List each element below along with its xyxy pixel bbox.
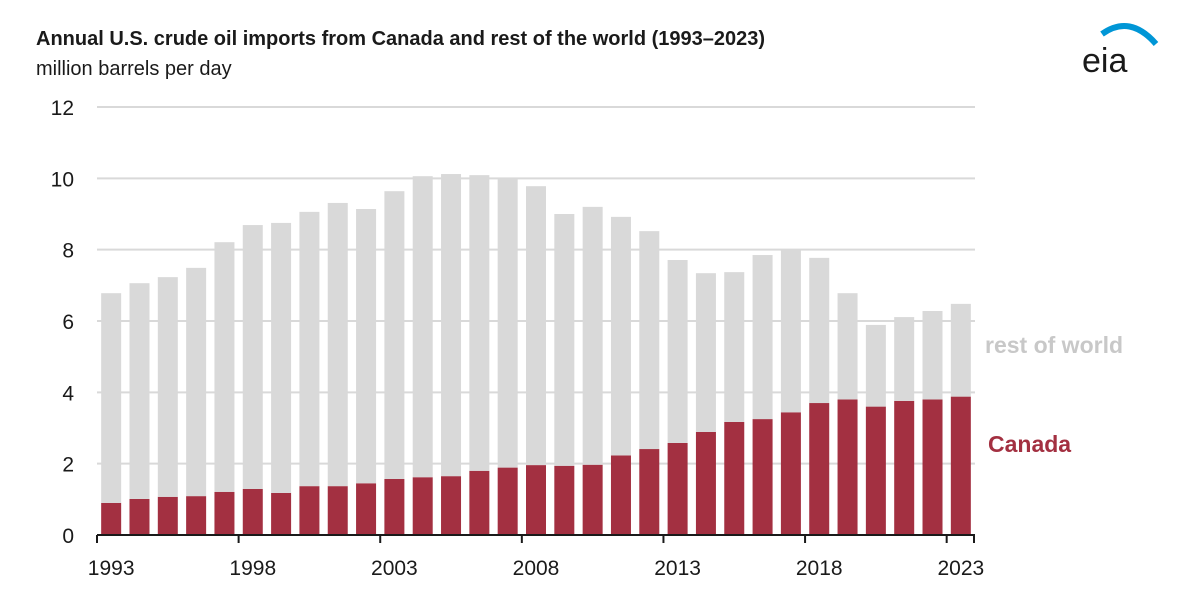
bar-rest-of-world-2000 <box>299 211 320 487</box>
bar-canada-2014 <box>695 431 716 535</box>
bar-rest-of-world-2005 <box>441 174 462 477</box>
x-tick-label: 2013 <box>654 557 701 580</box>
bar-rest-of-world-1993 <box>101 293 122 503</box>
y-axis-ticks: 0 2 4 6 8 10 12 <box>51 97 75 548</box>
legend-rest-of-world: rest of world <box>985 332 1123 358</box>
x-tick-label: 1998 <box>229 557 276 580</box>
bar-rest-of-world-2008 <box>526 186 546 466</box>
y-tick-label: 10 <box>51 168 74 191</box>
bars <box>101 174 971 535</box>
bar-canada-2009 <box>554 465 575 535</box>
y-tick-label: 0 <box>62 525 74 548</box>
bar-canada-2012 <box>639 449 660 535</box>
bar-rest-of-world-2001 <box>327 202 348 487</box>
bar-canada-2010 <box>582 464 603 535</box>
bar-rest-of-world-2016 <box>752 255 773 420</box>
bar-canada-2011 <box>610 455 631 535</box>
x-tick-label: 1993 <box>88 557 135 580</box>
bar-canada-1999 <box>271 492 292 535</box>
bar-rest-of-world-2010 <box>582 206 603 465</box>
x-axis: 1993 1998 2003 2008 2013 2018 2023 <box>88 534 984 580</box>
bar-rest-of-world-1998 <box>242 225 263 489</box>
bar-canada-2004 <box>412 477 433 535</box>
bar-rest-of-world-2003 <box>384 191 405 480</box>
bar-canada-2019 <box>837 399 858 535</box>
bar-rest-of-world-2011 <box>610 216 631 456</box>
bar-canada-2015 <box>724 421 745 535</box>
bar-canada-2005 <box>441 476 462 535</box>
bar-canada-2006 <box>469 470 490 535</box>
x-tick-label: 2018 <box>796 557 843 580</box>
bar-canada-1996 <box>186 496 207 535</box>
bar-rest-of-world-2004 <box>412 176 433 478</box>
y-tick-label: 8 <box>62 240 74 263</box>
bar-rest-of-world-2007 <box>497 179 518 468</box>
x-tick-label: 2003 <box>371 557 418 580</box>
bar-rest-of-world-2023 <box>950 303 971 397</box>
y-tick-label: 2 <box>62 454 74 477</box>
bar-rest-of-world-2002 <box>356 209 377 484</box>
bar-canada-1997 <box>214 491 235 535</box>
bar-rest-of-world-2019 <box>837 293 858 400</box>
bar-rest-of-world-2018 <box>809 257 830 404</box>
bar-rest-of-world-1999 <box>271 222 292 493</box>
bar-rest-of-world-1995 <box>157 277 178 497</box>
y-tick-label: 4 <box>62 382 74 405</box>
bar-rest-of-world-2017 <box>780 248 801 413</box>
y-tick-label: 6 <box>62 311 74 334</box>
bar-canada-2013 <box>667 442 688 535</box>
chart-title: Annual U.S. crude oil imports from Canad… <box>36 28 766 50</box>
bar-rest-of-world-1996 <box>186 267 207 497</box>
bar-rest-of-world-1994 <box>129 283 150 499</box>
x-tick-label: 2023 <box>937 557 984 580</box>
bar-canada-2022 <box>922 399 943 535</box>
bar-canada-2021 <box>894 400 915 535</box>
bar-canada-2002 <box>356 483 377 535</box>
bar-canada-2001 <box>327 486 348 535</box>
bar-canada-2018 <box>809 403 830 535</box>
bar-canada-1998 <box>242 488 263 535</box>
eia-logo: eia <box>1082 23 1159 78</box>
bar-rest-of-world-2022 <box>922 311 943 400</box>
chart-subtitle: million barrels per day <box>36 58 232 80</box>
logo-arc <box>1100 23 1159 47</box>
y-tick-label: 12 <box>51 97 74 120</box>
bar-rest-of-world-2006 <box>469 175 490 471</box>
bar-canada-2016 <box>752 419 773 535</box>
bar-rest-of-world-2013 <box>667 260 688 443</box>
bar-canada-2000 <box>299 486 320 535</box>
x-tick-label: 2008 <box>513 557 560 580</box>
bar-canada-1994 <box>129 498 150 535</box>
bar-rest-of-world-2014 <box>695 273 716 432</box>
bar-canada-2003 <box>384 479 405 535</box>
bar-canada-2008 <box>526 465 546 535</box>
legend-canada: Canada <box>988 431 1071 457</box>
logo-text: eia <box>1082 42 1127 78</box>
bar-rest-of-world-2012 <box>639 231 660 450</box>
bar-rest-of-world-2021 <box>894 317 915 401</box>
bar-canada-2007 <box>497 467 518 535</box>
bar-canada-2023 <box>950 396 971 535</box>
bar-canada-1995 <box>157 496 178 535</box>
bar-rest-of-world-2009 <box>554 214 575 466</box>
bar-canada-2017 <box>780 412 801 535</box>
bar-rest-of-world-2015 <box>724 272 745 422</box>
bar-rest-of-world-2020 <box>865 324 886 407</box>
bar-rest-of-world-1997 <box>214 242 235 492</box>
bar-canada-2020 <box>865 406 886 535</box>
bar-canada-1993 <box>101 502 122 535</box>
